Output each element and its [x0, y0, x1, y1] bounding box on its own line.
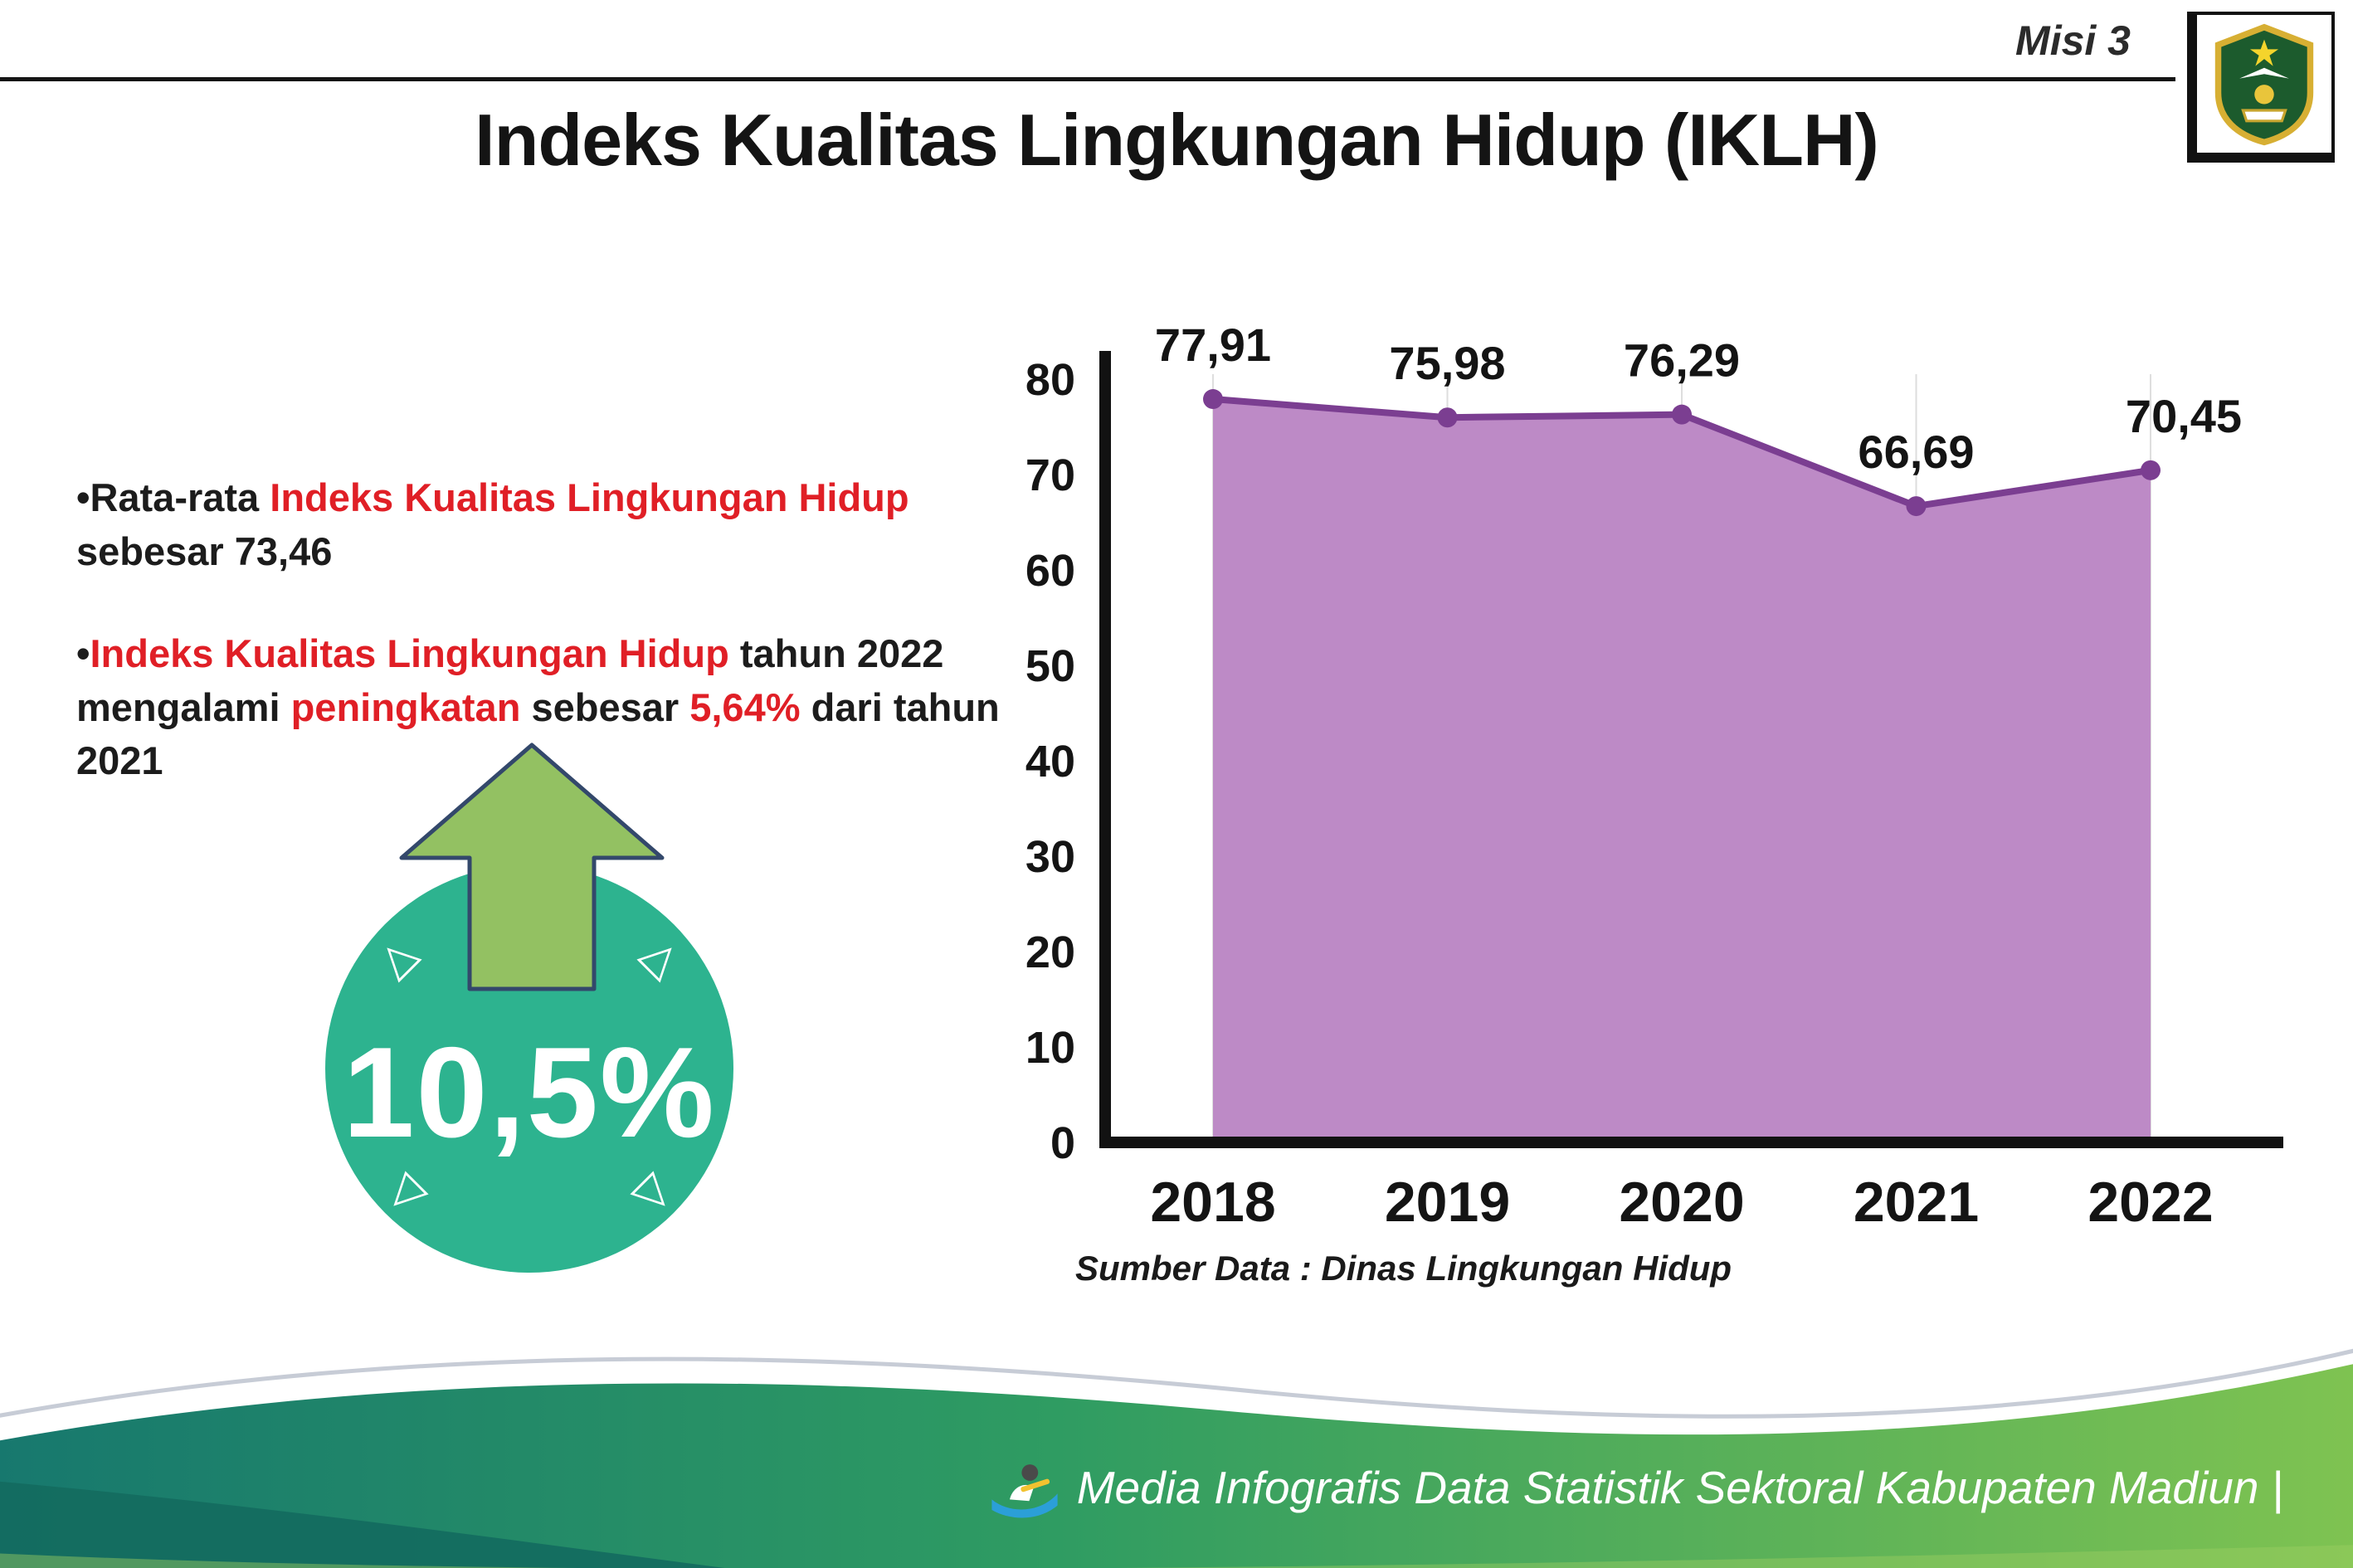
header-rule — [0, 77, 2175, 81]
bullet-increase-2022: •Indeks Kualitas Lingkungan Hidup tahun … — [76, 627, 1006, 789]
bullet2-highlight-2: peningkatan — [290, 684, 521, 729]
misi-label: Misi 3 — [2015, 17, 2131, 64]
bullet2-highlight-1: Indeks Kualitas Lingkungan Hidup — [90, 631, 729, 675]
svg-text:2018: 2018 — [1150, 1171, 1275, 1234]
svg-text:70: 70 — [1025, 450, 1075, 500]
svg-text:0: 0 — [1050, 1118, 1075, 1168]
svg-text:66,69: 66,69 — [1858, 426, 1974, 478]
crest-icon — [2214, 23, 2314, 146]
svg-text:2021: 2021 — [1854, 1171, 1979, 1234]
svg-text:10: 10 — [1025, 1023, 1075, 1073]
svg-text:40: 40 — [1025, 737, 1075, 786]
kabupaten-madiun-logo — [2187, 12, 2335, 163]
bullet2-text-1: tahun 2022 mengalami — [76, 631, 944, 729]
svg-text:70,45: 70,45 — [2126, 390, 2242, 442]
bullet1-highlight: Indeks Kualitas Lingkungan Hidup — [270, 475, 909, 519]
bullet1-text-2: sebesar 73,46 — [76, 528, 333, 573]
triangle-ornament-se: △ — [626, 1167, 684, 1225]
data-source: Sumber Data : Dinas Lingkungan Hidup — [1075, 1249, 1732, 1288]
increase-arrow-icon — [399, 743, 665, 991]
bullet-average-iklh: •Rata-rata Indeks Kualitas Lingkungan Hi… — [76, 471, 1006, 579]
svg-text:20: 20 — [1025, 928, 1075, 977]
svg-text:75,98: 75,98 — [1389, 337, 1505, 389]
footer-credit: Media Infografis Data Statistik Sektoral… — [987, 1450, 2283, 1525]
svg-text:80: 80 — [1025, 355, 1075, 405]
svg-text:30: 30 — [1025, 832, 1075, 882]
credit-text: Media Infografis Data Statistik Sektoral… — [1076, 1462, 2283, 1513]
bullet1-text: •Rata-rata — [76, 475, 270, 519]
svg-text:77,91: 77,91 — [1155, 319, 1271, 371]
key-points: •Rata-rata Indeks Kualitas Lingkungan Hi… — [76, 471, 1006, 836]
triangle-ornament-sw: △ — [374, 1167, 432, 1225]
footer-wave-decoration — [0, 1348, 2353, 1568]
bullet2-dot: • — [76, 631, 90, 675]
bullet2-text-2: sebesar — [520, 684, 690, 729]
svg-text:2020: 2020 — [1619, 1171, 1744, 1234]
bullet2-text-3: dari tahun 2021 — [76, 684, 1000, 783]
svg-text:60: 60 — [1025, 546, 1075, 596]
svg-text:50: 50 — [1025, 641, 1075, 691]
svg-text:2022: 2022 — [2087, 1171, 2213, 1234]
iklh-area-chart: 0 10 20 30 40 50 60 70 80 2018 2019 2020 2021 2022 77,… — [1025, 319, 2283, 1234]
increase-percentage: 10,5% — [343, 1020, 716, 1164]
page-title: Indeks Kualitas Lingkungan Hidup (IKLH) — [475, 99, 1879, 181]
svg-text:76,29: 76,29 — [1624, 334, 1740, 387]
mascot-icon — [991, 1464, 1058, 1518]
bullet2-highlight-3: 5,64% — [689, 684, 801, 729]
svg-text:2019: 2019 — [1385, 1171, 1510, 1234]
